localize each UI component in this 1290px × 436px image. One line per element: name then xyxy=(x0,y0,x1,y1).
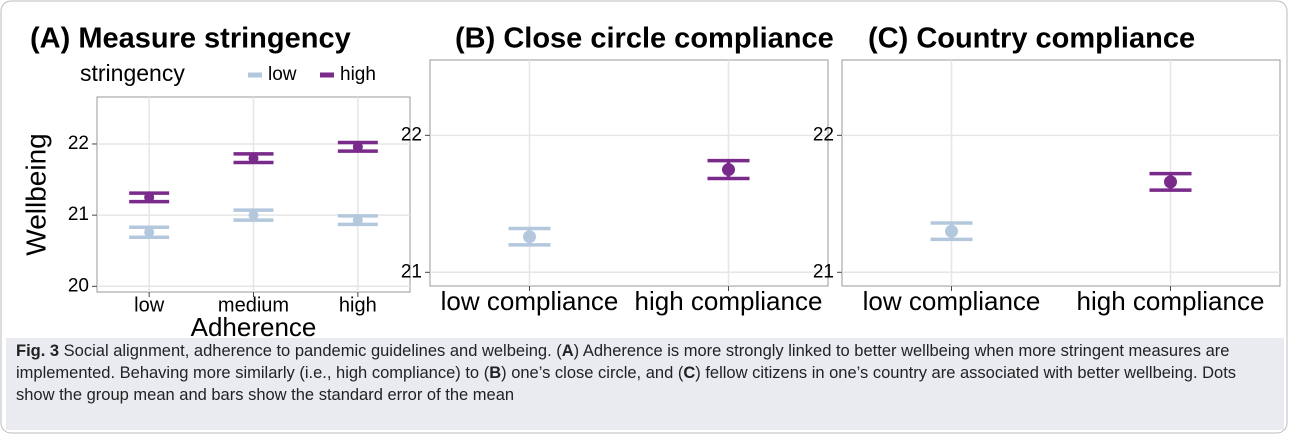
point xyxy=(144,227,155,238)
point xyxy=(248,153,259,164)
caption-text: Social alignment, adherence to pandemic … xyxy=(59,342,562,360)
caption-text: ) one’s close circle, and ( xyxy=(501,364,684,382)
legend-title: stringency xyxy=(80,60,185,86)
point xyxy=(945,224,958,238)
caption-text: A xyxy=(561,342,574,360)
plot-area xyxy=(429,59,829,287)
legend-label: low xyxy=(268,64,297,85)
x-tick-label: high compliance xyxy=(634,286,823,316)
point xyxy=(523,230,536,244)
caption-label: Fig. 3 xyxy=(16,342,60,360)
x-tick-label: high compliance xyxy=(1076,286,1265,316)
chart-title: (C) Country compliance xyxy=(868,23,1195,55)
caption: Fig. 3 Social alignment, adherence to pa… xyxy=(6,338,1284,430)
point xyxy=(1164,175,1177,189)
point xyxy=(144,192,155,203)
y-tick-label: 21 xyxy=(68,204,89,225)
point xyxy=(722,163,735,177)
y-tick-label: 22 xyxy=(813,124,834,145)
x-tick-label: medium xyxy=(218,294,289,316)
point xyxy=(352,215,363,226)
chart-title: (A) Measure stringency xyxy=(30,23,351,55)
y-tick-label: 22 xyxy=(68,133,89,154)
y-tick-label: 22 xyxy=(401,124,422,145)
point xyxy=(352,141,363,152)
caption-text: ) fellow citizens in one’s country are a… xyxy=(16,364,1237,404)
chart-title: (B) Close circle compliance xyxy=(455,23,834,55)
y-tick-label: 21 xyxy=(401,261,422,282)
y-tick-label: 20 xyxy=(68,275,89,296)
legend-label: high xyxy=(340,64,376,85)
x-tick-label: low compliance xyxy=(440,286,619,316)
plot-area xyxy=(841,59,1281,287)
x-tick-label: high xyxy=(339,294,377,316)
point xyxy=(248,210,259,221)
caption-text: C xyxy=(683,364,696,382)
x-tick-label: low compliance xyxy=(862,286,1041,316)
x-tick-label: low xyxy=(134,294,165,316)
caption-text: ) Adherence is more strongly linked to b… xyxy=(16,342,1230,382)
y-axis-label: Wellbeing xyxy=(20,133,51,255)
y-tick-label: 21 xyxy=(813,261,834,282)
caption-text: B xyxy=(489,364,502,382)
x-axis-label: Adherence xyxy=(191,312,317,342)
